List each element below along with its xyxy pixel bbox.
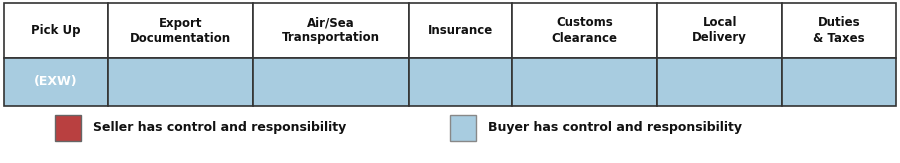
- Text: Customs
Clearance: Customs Clearance: [552, 16, 617, 44]
- Text: Air/Sea
Transportation: Air/Sea Transportation: [282, 16, 380, 44]
- Text: Buyer has control and responsibility: Buyer has control and responsibility: [488, 121, 742, 134]
- Text: Seller has control and responsibility: Seller has control and responsibility: [93, 121, 346, 134]
- Text: (EXW): (EXW): [34, 75, 77, 89]
- Text: Pick Up: Pick Up: [32, 24, 81, 37]
- Text: Local
Delivery: Local Delivery: [692, 16, 747, 44]
- Text: Duties
& Taxes: Duties & Taxes: [813, 16, 865, 44]
- Text: Export
Documentation: Export Documentation: [130, 16, 231, 44]
- Text: Insurance: Insurance: [428, 24, 493, 37]
